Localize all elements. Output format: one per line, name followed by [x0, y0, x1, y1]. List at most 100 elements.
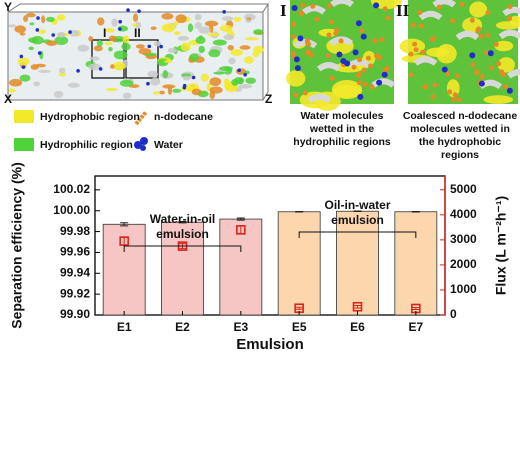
texture: [356, 73, 362, 79]
texture: [159, 90, 166, 95]
texture: [25, 12, 36, 18]
texture: [46, 16, 55, 22]
x-tick-label: E6: [350, 320, 365, 334]
texture: [56, 14, 66, 21]
axis-letter: X: [4, 92, 12, 106]
texture: [207, 32, 221, 37]
texture: [352, 49, 359, 56]
axis-letter: Y: [4, 0, 12, 14]
texture: [191, 75, 196, 80]
texture: [93, 45, 103, 52]
legend-swatch: [134, 110, 148, 126]
texture: [89, 56, 100, 61]
texture: [19, 54, 24, 59]
texture: [113, 50, 128, 60]
legend-swatch: [140, 137, 148, 145]
texture: [152, 91, 160, 95]
texture: [454, 73, 460, 79]
texture: [173, 31, 181, 36]
texture: [8, 78, 23, 87]
texture: [204, 20, 219, 27]
error-bar: [295, 306, 304, 310]
texture: [98, 67, 103, 71]
texture: [135, 44, 145, 49]
texture: [161, 23, 176, 33]
texture: [382, 6, 388, 12]
texture: [456, 97, 462, 103]
texture: [88, 63, 102, 71]
flux-marker: [352, 301, 363, 312]
texture: [167, 47, 178, 54]
texture: [36, 16, 40, 20]
texture: [328, 19, 334, 25]
bar: [277, 211, 321, 316]
texture: [496, 61, 502, 67]
texture: [126, 8, 130, 12]
texture: [162, 84, 176, 89]
texture: [327, 3, 333, 9]
texture: [436, 4, 442, 10]
texture: [305, 49, 311, 55]
texture: [189, 53, 200, 61]
texture: [137, 9, 141, 13]
error-bar: [411, 306, 420, 310]
texture: [362, 81, 368, 87]
texture: [97, 17, 105, 26]
texture: [220, 24, 233, 32]
texture: [334, 27, 340, 33]
texture: [469, 52, 476, 59]
bracket: [298, 231, 417, 238]
texture: [413, 47, 419, 53]
texture: [351, 64, 357, 70]
texture: [447, 89, 453, 95]
texture: [237, 68, 241, 73]
texture: [181, 73, 192, 77]
texture: [58, 67, 66, 74]
texture: [122, 92, 132, 99]
caption: Coalesced n-dodecane molecules wetted in…: [402, 110, 518, 161]
texture: [316, 62, 341, 72]
x-tick-label: E3: [233, 320, 248, 334]
texture: [445, 71, 451, 77]
texture: [180, 42, 191, 52]
texture: [77, 44, 90, 52]
error-bar: [178, 220, 187, 224]
texture: [478, 80, 485, 87]
texture: [469, 17, 475, 23]
texture: [293, 56, 300, 63]
legend-swatch: [14, 110, 34, 123]
texture: [494, 40, 514, 52]
texture: [243, 56, 254, 64]
texture: [19, 74, 31, 82]
y2-tick-label: 2000: [450, 257, 477, 271]
texture: [227, 44, 234, 51]
legend-label: Hydrophobic region: [40, 111, 140, 123]
texture: [286, 70, 306, 87]
texture: [474, 70, 480, 76]
texture: [469, 1, 488, 18]
texture: [497, 57, 515, 73]
legend-swatch: [14, 138, 34, 151]
texture: [297, 35, 304, 42]
texture: [336, 51, 343, 58]
error-bar: [353, 304, 362, 309]
texture: [455, 30, 480, 41]
texture: [164, 59, 173, 64]
texture: [502, 6, 520, 17]
axis-letter: Z: [265, 92, 272, 106]
texture: [222, 10, 226, 14]
texture: [430, 94, 436, 100]
texture: [8, 88, 16, 93]
texture: [161, 13, 174, 20]
texture: [194, 14, 202, 21]
texture: [408, 72, 414, 78]
texture: [150, 26, 157, 31]
texture: [221, 16, 234, 22]
texture: [159, 44, 163, 49]
texture: [17, 57, 30, 66]
legend-swatch: [140, 145, 146, 151]
texture: [239, 45, 251, 50]
texture: [122, 35, 130, 44]
texture: [208, 49, 221, 58]
texture: [506, 87, 513, 94]
